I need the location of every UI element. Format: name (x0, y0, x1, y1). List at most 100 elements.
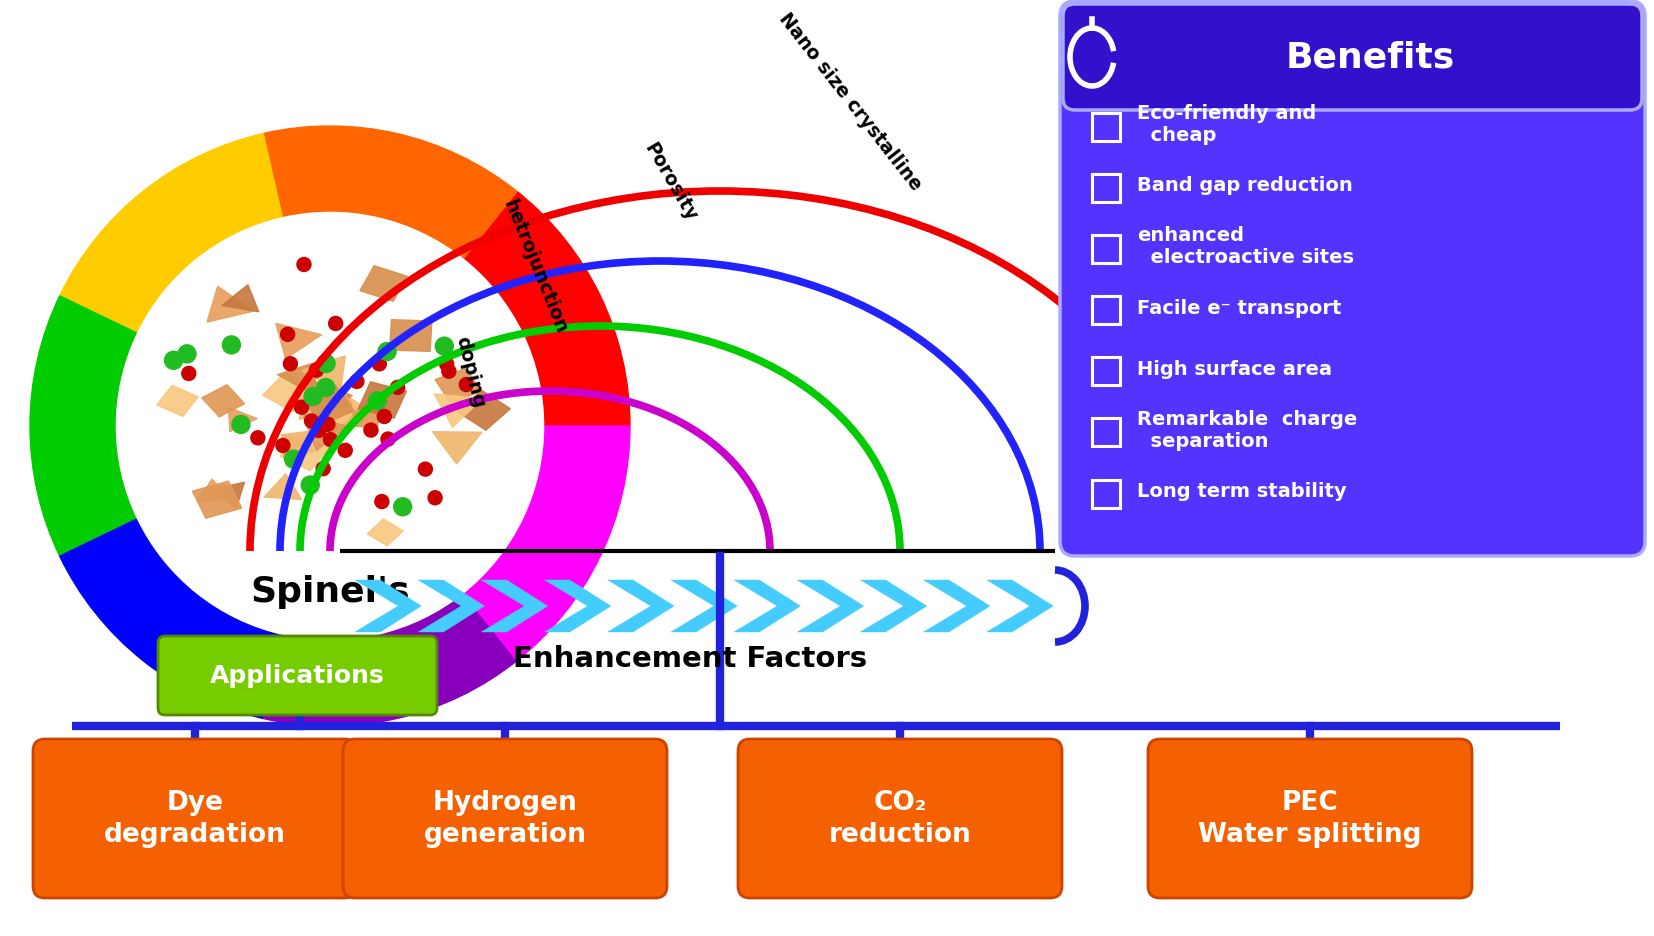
Circle shape (318, 355, 336, 373)
Polygon shape (544, 580, 610, 633)
Polygon shape (860, 580, 926, 633)
FancyBboxPatch shape (1092, 175, 1120, 202)
FancyBboxPatch shape (1092, 480, 1120, 508)
FancyBboxPatch shape (1092, 236, 1120, 264)
FancyBboxPatch shape (1092, 419, 1120, 446)
Circle shape (329, 317, 342, 331)
Circle shape (321, 417, 334, 431)
FancyBboxPatch shape (1092, 113, 1120, 141)
Circle shape (375, 495, 389, 509)
Wedge shape (60, 135, 283, 333)
Circle shape (460, 378, 473, 392)
Text: Enhancement Factors: Enhancement Factors (513, 644, 867, 672)
Wedge shape (465, 192, 630, 427)
Circle shape (251, 431, 265, 446)
Circle shape (324, 433, 337, 447)
Circle shape (283, 358, 298, 372)
Circle shape (379, 344, 395, 361)
Circle shape (428, 491, 442, 505)
Wedge shape (30, 297, 136, 557)
Circle shape (311, 424, 326, 438)
Circle shape (179, 345, 197, 363)
FancyBboxPatch shape (1148, 739, 1472, 898)
Wedge shape (60, 519, 283, 719)
Polygon shape (301, 357, 346, 392)
Polygon shape (278, 362, 318, 395)
Circle shape (304, 388, 323, 406)
Polygon shape (222, 285, 260, 313)
Polygon shape (280, 434, 329, 471)
FancyBboxPatch shape (1092, 297, 1120, 325)
Polygon shape (435, 369, 481, 403)
FancyBboxPatch shape (1060, 2, 1646, 556)
Polygon shape (265, 475, 301, 500)
Text: doping: doping (452, 334, 488, 409)
Circle shape (364, 424, 379, 438)
Circle shape (440, 358, 453, 372)
Polygon shape (390, 320, 432, 352)
Polygon shape (207, 287, 253, 323)
Polygon shape (202, 386, 245, 417)
Text: Hydrogen
generation: Hydrogen generation (423, 790, 587, 848)
Polygon shape (309, 399, 351, 428)
Polygon shape (192, 482, 241, 519)
Text: hetrojunction: hetrojunction (500, 197, 571, 337)
Circle shape (294, 401, 308, 415)
Text: Porosity: Porosity (640, 139, 700, 225)
Polygon shape (734, 580, 801, 633)
Polygon shape (210, 483, 245, 508)
Polygon shape (303, 391, 354, 431)
Circle shape (117, 214, 543, 638)
Text: Applications: Applications (210, 664, 385, 688)
Circle shape (435, 338, 453, 356)
Circle shape (390, 381, 405, 395)
Circle shape (222, 337, 240, 355)
Polygon shape (197, 479, 230, 502)
Text: Band gap reduction: Band gap reduction (1136, 176, 1353, 195)
Polygon shape (418, 580, 485, 633)
Circle shape (232, 416, 250, 434)
Polygon shape (303, 385, 357, 426)
Text: Remarkable  charge
  separation: Remarkable charge separation (1136, 409, 1358, 450)
Polygon shape (435, 394, 483, 428)
Text: Dye
degradation: Dye degradation (104, 790, 286, 848)
Polygon shape (157, 386, 198, 417)
Circle shape (309, 364, 323, 378)
Polygon shape (308, 388, 361, 429)
Circle shape (316, 462, 331, 476)
Circle shape (301, 476, 319, 494)
Circle shape (281, 328, 294, 342)
FancyBboxPatch shape (159, 636, 437, 715)
Polygon shape (359, 383, 407, 418)
Wedge shape (263, 594, 518, 726)
FancyBboxPatch shape (33, 739, 357, 898)
Circle shape (377, 410, 392, 424)
FancyBboxPatch shape (342, 739, 667, 898)
Text: Nano size crystalline: Nano size crystalline (774, 9, 925, 195)
Polygon shape (228, 408, 256, 432)
Polygon shape (298, 391, 361, 438)
Text: enhanced
  electroactive sites: enhanced electroactive sites (1136, 227, 1355, 267)
Circle shape (298, 258, 311, 272)
Polygon shape (672, 580, 738, 633)
FancyBboxPatch shape (738, 739, 1062, 898)
Text: Long term stability: Long term stability (1136, 481, 1346, 501)
Circle shape (304, 415, 319, 429)
FancyBboxPatch shape (1064, 5, 1642, 110)
Polygon shape (367, 519, 404, 547)
Polygon shape (987, 580, 1054, 633)
Text: Spinel's: Spinel's (250, 575, 410, 608)
Polygon shape (361, 267, 407, 302)
Polygon shape (263, 373, 316, 413)
Polygon shape (311, 385, 352, 416)
Polygon shape (797, 580, 863, 633)
Wedge shape (263, 127, 518, 258)
Polygon shape (276, 324, 321, 359)
Circle shape (418, 462, 432, 476)
Polygon shape (284, 435, 313, 460)
Polygon shape (356, 580, 422, 633)
Circle shape (351, 375, 364, 389)
Polygon shape (607, 580, 675, 633)
Circle shape (164, 352, 182, 370)
Circle shape (182, 367, 195, 381)
